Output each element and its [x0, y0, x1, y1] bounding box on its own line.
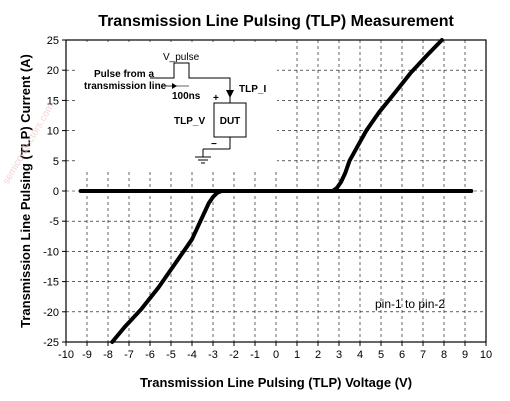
tlp-i-label: TLP_I [239, 84, 266, 95]
x-tick-label: 8 [441, 349, 447, 361]
current-arrow [226, 90, 234, 98]
y-tick-label: 25 [47, 35, 59, 47]
x-tick-label: -1 [250, 349, 260, 361]
x-tick-label: -10 [58, 349, 74, 361]
x-tick-label: -8 [103, 349, 113, 361]
plus-sign: + [213, 93, 219, 104]
x-tick-label: -6 [145, 349, 155, 361]
x-tick-label: -9 [82, 349, 92, 361]
x-tick-label: -5 [166, 349, 176, 361]
dut-label: DUT [220, 116, 241, 127]
circuit-inset: V_pulse Pulse from a transmission line 1… [78, 42, 277, 170]
y-tick-label: 20 [47, 65, 59, 77]
x-tick-label: 1 [294, 349, 300, 361]
y-axis-label: Transmission Line Pulsing (TLP) Current … [18, 54, 33, 328]
x-tick-label: 7 [420, 349, 426, 361]
v-pulse-label: V_pulse [163, 52, 200, 63]
y-tick-label: 5 [53, 156, 59, 168]
x-ticks: -10 -9 -8 -7 -6 -5 -4 -3 -2 -1 0 1 2 3 4 5 6 7 8 9 10 [58, 342, 492, 361]
x-tick-label: 9 [462, 349, 468, 361]
series-line-2 [330, 38, 444, 193]
x-tick-label: 4 [357, 349, 363, 361]
y-tick-label: 15 [47, 95, 59, 107]
y-ticks: -25 -20 -15 -10 -5 0 5 10 15 20 25 [43, 35, 66, 349]
x-tick-label: 6 [399, 349, 405, 361]
pin-annotation: pin-1 to pin-2 [375, 297, 445, 311]
pulse-source-label-line2: transmission line [84, 81, 167, 92]
x-axis-label: Transmission Line Pulsing (TLP) Voltage … [140, 375, 412, 390]
chart-title: Transmission Line Pulsing (TLP) Measurem… [98, 13, 454, 30]
y-tick-label: 10 [47, 126, 59, 138]
y-tick-label: -20 [43, 307, 59, 319]
pulse-source-label-line1: Pulse from a [94, 69, 154, 80]
x-tick-label: -2 [229, 349, 239, 361]
x-tick-label: 10 [480, 349, 492, 361]
x-tick-label: 0 [273, 349, 279, 361]
duration-label: 100ns [172, 91, 201, 102]
pulse-waveform [150, 62, 231, 98]
y-tick-label: -15 [43, 277, 59, 289]
x-tick-label: 2 [315, 349, 321, 361]
y-tick-label: -10 [43, 246, 59, 258]
y-tick-label: -25 [43, 337, 59, 349]
x-tick-label: -3 [208, 349, 218, 361]
tlp-v-label: TLP_V [174, 116, 205, 127]
minus-sign: − [211, 139, 217, 150]
y-tick-label: -5 [49, 216, 59, 228]
x-tick-label: -7 [124, 349, 134, 361]
x-tick-label: 3 [336, 349, 342, 361]
series-layer [78, 38, 474, 344]
x-tick-label: 5 [378, 349, 384, 361]
x-tick-label: -4 [187, 349, 197, 361]
y-tick-label: 0 [53, 186, 59, 198]
